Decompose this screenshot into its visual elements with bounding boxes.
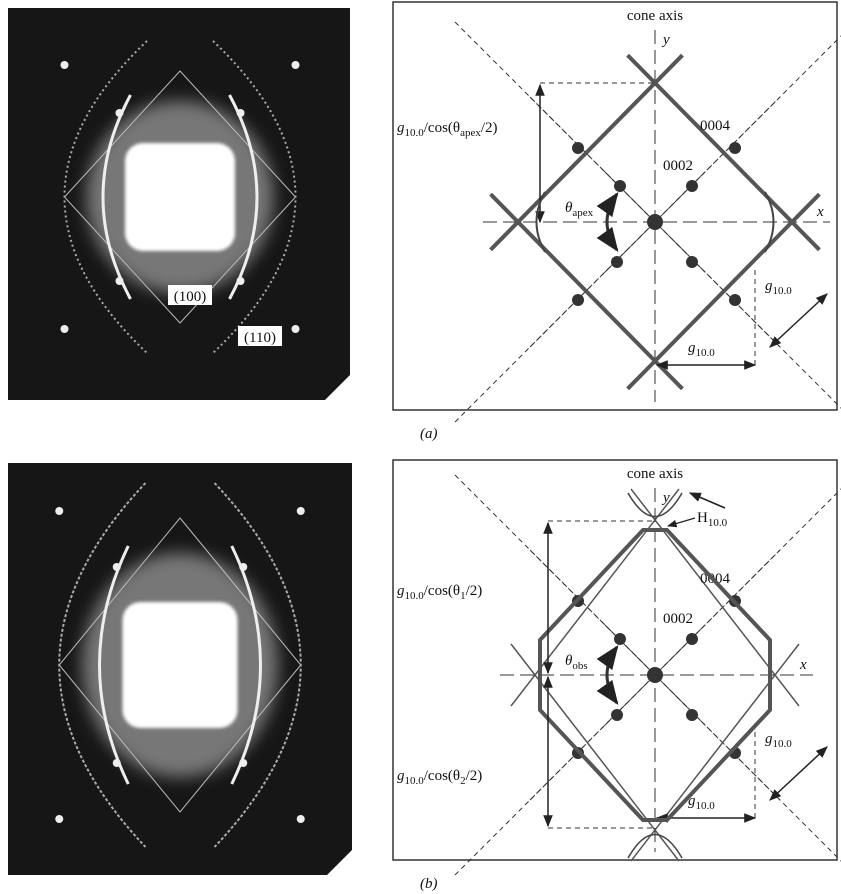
image-label: (110) — [244, 330, 276, 346]
label-part: /cos(θ — [424, 768, 460, 784]
reflection-label: 0004 — [700, 118, 731, 134]
dot — [647, 667, 663, 683]
spot — [55, 815, 63, 823]
label-part: /2) — [466, 768, 483, 784]
image-label: (100) — [174, 289, 207, 305]
dot — [647, 214, 663, 230]
subscript: 10.0 — [405, 590, 425, 602]
dot — [611, 709, 623, 721]
subscript: apex — [460, 127, 481, 139]
spot — [237, 277, 245, 285]
axis-title: cone axis — [627, 466, 683, 482]
subscript: 10.0 — [405, 127, 425, 139]
spot — [116, 109, 124, 117]
dot — [729, 142, 741, 154]
label-part: /2) — [481, 120, 498, 136]
dot — [686, 709, 698, 721]
reflection-label: 0002 — [663, 158, 693, 174]
subscript: 10.0 — [696, 800, 716, 812]
axis-label: y — [661, 490, 670, 506]
reflection-label: 0002 — [663, 611, 693, 627]
subscript: obs — [572, 660, 587, 672]
dot — [614, 633, 626, 645]
subscript: 10.0 — [773, 285, 793, 297]
spot — [237, 109, 245, 117]
spot — [116, 277, 124, 285]
dot — [686, 256, 698, 268]
axis-label: x — [816, 204, 824, 220]
dot — [611, 256, 623, 268]
label-part: /2) — [466, 583, 483, 599]
spot — [297, 507, 305, 515]
spot — [113, 759, 121, 767]
dot — [572, 142, 584, 154]
label-part: /cos(θ — [424, 583, 460, 599]
spot — [292, 325, 300, 333]
axis-label: x — [799, 657, 807, 673]
panel-label: (a) — [420, 426, 438, 442]
label-part: H — [697, 510, 708, 526]
dot — [686, 180, 698, 192]
subscript: 10.0 — [696, 347, 716, 359]
axis-title: cone axis — [627, 8, 683, 24]
subscript: 10.0 — [773, 738, 793, 750]
spot — [292, 61, 300, 69]
axis-label: y — [661, 32, 670, 48]
dot — [572, 294, 584, 306]
spot — [61, 325, 69, 333]
spot — [297, 815, 305, 823]
central-spot — [125, 143, 235, 251]
spot — [55, 507, 63, 515]
dot — [729, 294, 741, 306]
spot — [61, 61, 69, 69]
subscript: apex — [572, 207, 593, 219]
panel-label: (b) — [420, 876, 438, 892]
spot — [239, 759, 247, 767]
subscript: 10.0 — [405, 775, 425, 787]
dot — [614, 180, 626, 192]
figure: (a) (b) (100)(110)cone axisyx00040002θap… — [0, 0, 841, 894]
dot — [686, 633, 698, 645]
subscript: 10.0 — [708, 517, 728, 529]
label-part: /cos(θ — [424, 120, 460, 136]
spot — [239, 563, 247, 571]
spot — [113, 563, 121, 571]
central-spot — [123, 602, 238, 728]
